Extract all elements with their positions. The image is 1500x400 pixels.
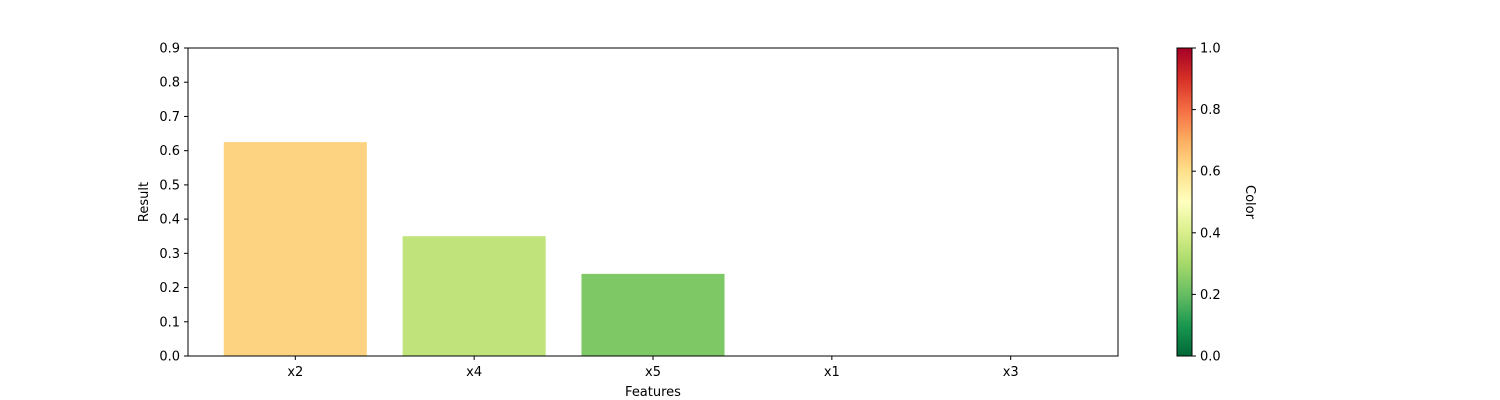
colorbar-tick-label: 0.0 (1200, 350, 1221, 365)
plot-area: 0.00.10.20.30.40.50.60.70.80.9 x2 x4 x5 x1 x… (137, 42, 1119, 400)
y-axis-label: Result (137, 182, 152, 222)
x-tick-label: x3 (1003, 365, 1019, 380)
y-tick-label: 0.9 (159, 42, 180, 57)
colorbar-label: Color (1242, 185, 1257, 220)
y-tick-label: 0.2 (159, 281, 180, 296)
y-tick-label: 0.5 (159, 178, 180, 193)
y-tick-label: 0.1 (159, 315, 180, 330)
x-tick-label: x2 (287, 365, 303, 380)
colorbar: 0.0 0.2 0.4 0.6 0.8 1.0 Color (1176, 42, 1257, 365)
y-tick-label: 0.6 (159, 144, 180, 159)
bar-x4 (402, 236, 546, 356)
colorbar-tick-label: 0.2 (1200, 288, 1221, 303)
y-tick-label: 0.3 (159, 247, 180, 262)
bars-group (223, 142, 725, 356)
bar-x2 (223, 142, 367, 356)
colorbar-tick-label: 0.8 (1200, 103, 1221, 118)
x-tick-label: x4 (466, 365, 482, 380)
x-axis-ticks: x2 x4 x5 x1 x3 (287, 356, 1019, 380)
x-tick-label: x1 (824, 365, 840, 380)
y-tick-label: 0.8 (159, 76, 180, 91)
colorbar-tick-label: 0.6 (1200, 165, 1221, 180)
y-axis-ticks: 0.0 0.1 0.2 0.3 0.4 0.5 0.6 0.7 0.8 0.9 (159, 42, 188, 365)
x-axis-label: Features (625, 385, 681, 400)
y-tick-label: 0.7 (159, 110, 180, 125)
colorbar-ticks: 0.0 0.2 0.4 0.6 0.8 1.0 (1192, 42, 1221, 365)
y-tick-label: 0.0 (159, 350, 180, 365)
colorbar-frame (1176, 47, 1193, 357)
y-tick-label: 0.4 (159, 213, 180, 228)
colorbar-gradient (1177, 48, 1192, 356)
colorbar-tick-label: 0.4 (1200, 226, 1221, 241)
bar-x5 (581, 273, 725, 356)
x-tick-label: x5 (645, 365, 661, 380)
colorbar-tick-label: 1.0 (1200, 42, 1221, 57)
